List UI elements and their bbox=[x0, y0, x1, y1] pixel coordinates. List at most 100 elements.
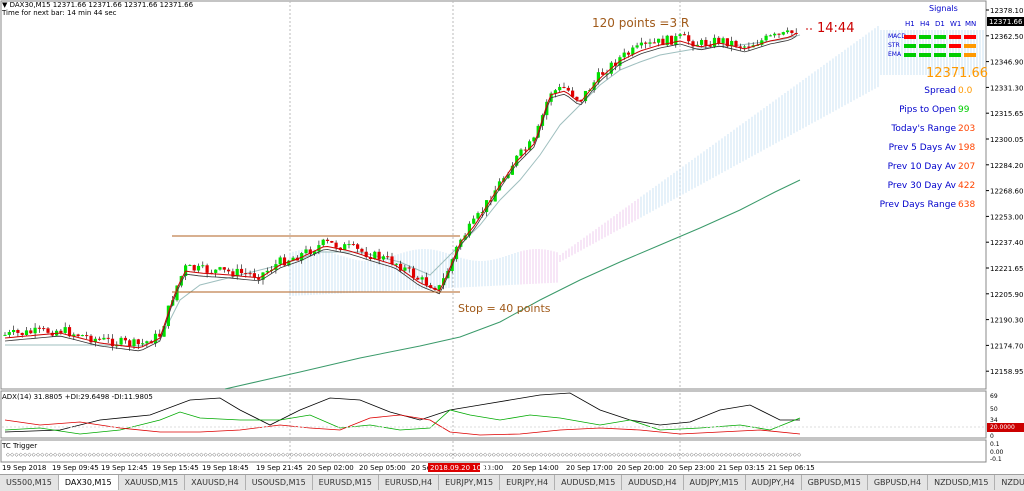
tc-marker: ◇ bbox=[694, 452, 698, 458]
symbol-tab[interactable]: USOUSD,M15 bbox=[246, 475, 313, 490]
symbol-tab[interactable]: AUDUSD,H4 bbox=[622, 475, 684, 490]
target-annotation: 120 points =3 R bbox=[592, 16, 690, 30]
tc-marker: ◇ bbox=[329, 452, 333, 458]
time-label: 20 Sep 05:00 bbox=[359, 464, 406, 472]
tc-marker: ◇ bbox=[548, 452, 552, 458]
time-label: 20 Sep 20:00 bbox=[617, 464, 664, 472]
candle-bull bbox=[347, 244, 351, 246]
tc-marker: ◇ bbox=[393, 452, 397, 458]
candle-bull bbox=[291, 257, 295, 261]
time-label: 19 Sep 21:45 bbox=[256, 464, 303, 472]
candle-bull bbox=[635, 45, 639, 48]
tc-marker: ◇ bbox=[716, 452, 720, 458]
dropdown-triangle-icon[interactable]: ▼ bbox=[2, 1, 8, 9]
tc-marker: ◇ bbox=[40, 452, 44, 458]
candle-bear bbox=[777, 33, 781, 35]
candle-bull bbox=[437, 285, 441, 290]
price-label: 12346.90 bbox=[990, 59, 1023, 67]
tc-marker: ◇ bbox=[346, 452, 350, 458]
tc-marker: ◇ bbox=[651, 452, 655, 458]
symbol-tab[interactable]: AUDJPY,M15 bbox=[684, 475, 746, 490]
signal-indicator bbox=[934, 53, 946, 57]
tc-marker: ◇ bbox=[174, 452, 178, 458]
tc-marker: ◇ bbox=[458, 452, 462, 458]
tc-marker: ◇ bbox=[83, 452, 87, 458]
tc-marker: ◇ bbox=[165, 452, 169, 458]
adx-pane[interactable] bbox=[0, 390, 987, 439]
candle-bear bbox=[252, 273, 256, 278]
candle-bull bbox=[304, 249, 308, 254]
candle-bear bbox=[562, 86, 566, 88]
signal-indicator bbox=[934, 44, 946, 48]
symbol-tab[interactable]: AUDJPY,H4 bbox=[746, 475, 802, 490]
candle-bear bbox=[575, 96, 579, 100]
tc-pane[interactable] bbox=[0, 439, 987, 463]
trading-chart[interactable]: 12378.10 12362.50 12346.90 12331.30 12315.65… bbox=[0, 0, 1024, 474]
tc-marker: ◇ bbox=[298, 452, 302, 458]
candle-bull bbox=[648, 42, 652, 44]
symbol-tab[interactable]: NZDUSD,M15 bbox=[928, 475, 996, 490]
stat-value: 638 bbox=[958, 200, 976, 210]
tc-marker: ◇ bbox=[711, 452, 715, 458]
symbol-tab[interactable]: GBPUSD,H4 bbox=[868, 475, 929, 490]
tc-marker: ◇ bbox=[286, 452, 290, 458]
tc-marker: ◇ bbox=[470, 452, 474, 458]
candle-bull bbox=[265, 270, 269, 273]
candle-bear bbox=[67, 327, 72, 337]
candle-bear bbox=[571, 90, 575, 97]
price-label: 12268.60 bbox=[990, 188, 1023, 196]
symbol-tab[interactable]: XAUUSD,M15 bbox=[119, 475, 186, 490]
symbol-tab[interactable]: US500,M15 bbox=[0, 475, 59, 490]
tc-marker: ◇ bbox=[535, 452, 539, 458]
candle-bear bbox=[626, 52, 631, 55]
candle-bear bbox=[192, 265, 196, 271]
tc-marker: ◇ bbox=[359, 452, 363, 458]
candle-bull bbox=[678, 34, 682, 37]
tc-marker: ◇ bbox=[707, 452, 711, 458]
tc-marker: ◇ bbox=[148, 452, 152, 458]
tc-marker: ◇ bbox=[75, 452, 79, 458]
tc-marker: ◇ bbox=[212, 452, 216, 458]
symbol-tab[interactable]: EURJPY,H4 bbox=[500, 475, 556, 490]
candle-bear bbox=[106, 337, 110, 339]
candle-bull bbox=[63, 327, 67, 333]
candle-bull bbox=[321, 239, 325, 246]
tc-marker: ◇ bbox=[161, 452, 165, 458]
tc-marker: ◇ bbox=[178, 452, 182, 458]
stat-label: Prev 30 Day Av bbox=[887, 181, 956, 191]
tc-marker: ◇ bbox=[793, 452, 797, 458]
tc-marker: ◇ bbox=[776, 452, 780, 458]
candle-bull bbox=[175, 285, 179, 301]
tc-marker: ◇ bbox=[251, 452, 255, 458]
symbol-tab[interactable]: NZDUSD,H4 bbox=[995, 475, 1024, 490]
candle-bull bbox=[196, 265, 201, 271]
tc-marker: ◇ bbox=[101, 452, 105, 458]
tc-marker: ◇ bbox=[341, 452, 345, 458]
candle-bear bbox=[489, 200, 493, 202]
adx-minus-di-line bbox=[4, 414, 801, 436]
candle-bear bbox=[523, 149, 527, 151]
tc-marker: ◇ bbox=[28, 452, 32, 458]
candle-bear bbox=[691, 41, 695, 47]
candle-bear bbox=[128, 340, 132, 347]
tc-marker: ◇ bbox=[354, 452, 358, 458]
stat-label: Prev 10 Day Av bbox=[887, 162, 956, 172]
tc-marker: ◇ bbox=[703, 452, 707, 458]
candle-bull bbox=[179, 276, 183, 286]
symbol-tab[interactable]: XAUUSD,H4 bbox=[185, 475, 246, 490]
candle-bull bbox=[467, 223, 471, 236]
symbol-tab[interactable]: EURUSD,M15 bbox=[313, 475, 379, 490]
symbol-tab[interactable]: EURJPY,M15 bbox=[439, 475, 501, 490]
tc-marker: ◇ bbox=[582, 452, 586, 458]
tc-marker: ◇ bbox=[260, 452, 264, 458]
symbol-tab[interactable]: DAX30,M15 bbox=[58, 475, 119, 490]
symbol-tab[interactable]: AUDUSD,M15 bbox=[555, 475, 623, 490]
tc-marker: ◇ bbox=[62, 452, 66, 458]
symbol-tab[interactable]: GBPUSD,M15 bbox=[802, 475, 868, 490]
tc-marker: ◇ bbox=[436, 452, 440, 458]
tc-marker: ◇ bbox=[277, 452, 281, 458]
tc-marker: ◇ bbox=[243, 452, 247, 458]
tc-marker: ◇ bbox=[79, 452, 83, 458]
tc-marker: ◇ bbox=[410, 452, 414, 458]
symbol-tab[interactable]: EURUSD,H4 bbox=[379, 475, 440, 490]
